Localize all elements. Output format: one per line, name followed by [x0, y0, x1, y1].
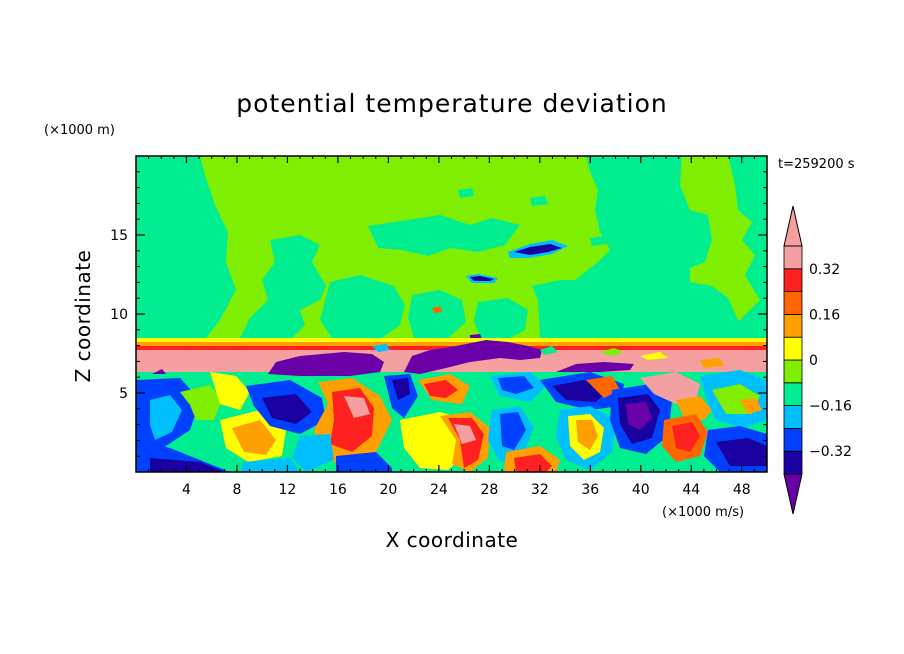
inversion-band-orange	[136, 342, 767, 346]
upper-anomaly-blobs	[432, 240, 568, 339]
x-axis-ticks: 4 8 12 16 20 24 28 32 36 40 44 48	[148, 156, 755, 498]
inversion-small-patches	[372, 344, 724, 368]
plot-field	[136, 156, 767, 472]
colorbar-swatch	[783, 405, 803, 429]
x-tick-label: 4	[182, 482, 191, 498]
x-tick-label: 24	[430, 482, 448, 498]
colorbar-tick-label: 0	[809, 353, 818, 369]
colorbar: 0.32 0.16 0 −0.16 −0.32	[783, 205, 852, 515]
chart-title: potential temperature deviation	[236, 89, 667, 118]
inversion-purple-blobs	[152, 340, 634, 376]
lower-layer	[136, 370, 767, 472]
y-axis-title: Z coordinate	[71, 250, 95, 383]
colorbar-min-extension	[783, 473, 803, 515]
x-tick-label: 32	[531, 482, 549, 498]
colorbar-tick-label: 0.32	[809, 262, 840, 278]
colorbar-swatch	[783, 245, 803, 270]
x-tick-label: 12	[279, 482, 297, 498]
y-tick-label: 10	[110, 307, 128, 323]
colorbar-tick-label: −0.32	[809, 444, 852, 460]
y-axis-ticks: 5 10 15	[110, 171, 767, 457]
x-tick-label: 36	[581, 482, 599, 498]
x-tick-label: 20	[379, 482, 397, 498]
colorbar-swatch	[783, 359, 803, 384]
colorbar-tick-label: −0.16	[809, 399, 852, 415]
colorbar-max-extension	[783, 205, 803, 247]
x-tick-label: 40	[632, 482, 650, 498]
x-tick-label: 44	[682, 482, 700, 498]
x-tick-label: 8	[232, 482, 241, 498]
y-tick-label: 5	[119, 386, 128, 402]
colorbar-swatch	[783, 336, 803, 361]
inversion-band-yellow	[136, 338, 767, 342]
colorbar-swatch	[783, 427, 803, 452]
x-tick-label: 16	[329, 482, 347, 498]
y-unit-label: (×1000 m)	[44, 123, 115, 138]
x-unit-label: (×1000 m/s)	[662, 505, 744, 520]
colorbar-swatch	[783, 313, 803, 338]
time-label: t=259200 s	[778, 157, 855, 172]
upper-layer-patches	[136, 156, 767, 338]
colorbar-swatch	[783, 382, 803, 406]
x-axis-title: X coordinate	[386, 528, 519, 552]
x-tick-label: 28	[480, 482, 498, 498]
colorbar-swatch	[783, 268, 803, 292]
colorbar-swatch	[783, 450, 803, 475]
colorbar-swatch	[783, 291, 803, 315]
x-tick-label: 48	[733, 482, 751, 498]
y-tick-label: 15	[110, 228, 128, 244]
colorbar-tick-label: 0.16	[809, 307, 840, 323]
